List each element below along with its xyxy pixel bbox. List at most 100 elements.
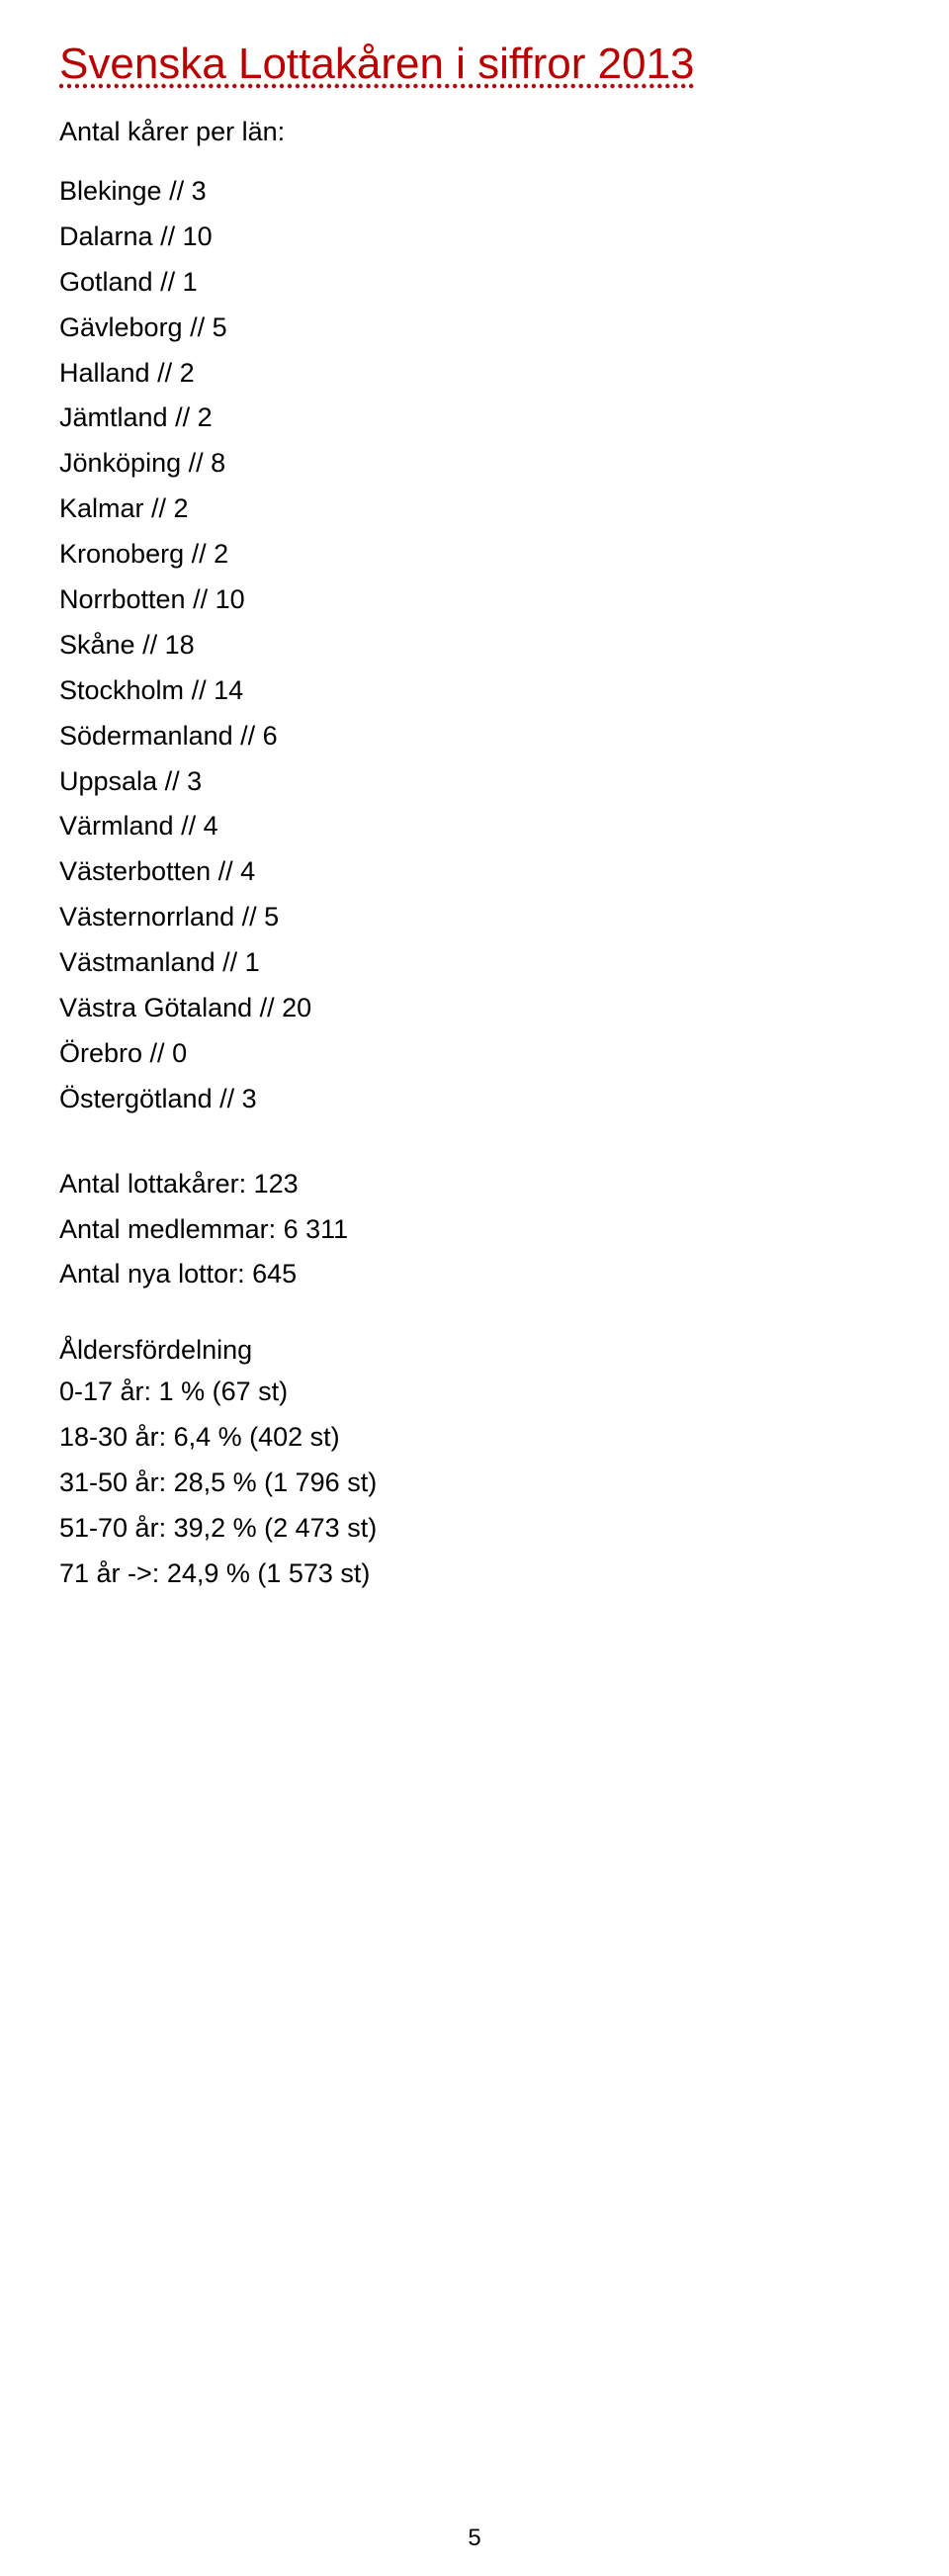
age-count: (2 473 st) (264, 1513, 377, 1543)
age-count: (67 st) (213, 1377, 289, 1406)
county-row: Kalmar // 2 (59, 487, 890, 532)
county-row: Norrbotten // 10 (59, 577, 890, 623)
county-count: 5 (213, 312, 227, 342)
county-row: Kronoberg // 2 (59, 532, 890, 577)
value: 6 311 (284, 1214, 349, 1244)
separator: // (153, 222, 183, 251)
age-count: (402 st) (249, 1422, 340, 1452)
county-count: 3 (192, 176, 207, 206)
age-percent: 1 % (159, 1377, 213, 1406)
totals-block: Antal lottakårer: 123 Antal medlemmar: 6… (59, 1162, 890, 1298)
county-row: Stockholm // 14 (59, 668, 890, 714)
county-row: Dalarna // 10 (59, 215, 890, 260)
county-name: Västra Götaland (59, 993, 252, 1022)
county-row: Jönköping // 8 (59, 441, 890, 487)
county-row: Blekinge // 3 (59, 169, 890, 215)
separator: // (168, 402, 198, 432)
county-count: 5 (264, 902, 279, 932)
separator: // (142, 1038, 172, 1068)
separator: // (184, 675, 214, 705)
county-count: 0 (172, 1038, 187, 1068)
county-count: 18 (165, 630, 195, 660)
county-name: Gävleborg (59, 312, 183, 342)
page-number: 5 (0, 2525, 949, 2552)
age-row: 0-17 år: 1 % (67 st) (59, 1370, 890, 1415)
county-row: Uppsala // 3 (59, 759, 890, 805)
age-label: 31-50 år: (59, 1467, 174, 1497)
county-row: Jämtland // 2 (59, 396, 890, 441)
county-count: 4 (240, 856, 255, 886)
county-row: Gotland // 1 (59, 260, 890, 306)
age-label: 0-17 år: (59, 1377, 159, 1406)
county-name: Kronoberg (59, 539, 184, 569)
county-name: Uppsala (59, 766, 157, 796)
county-name: Västmanland (59, 947, 216, 977)
page-title: Svenska Lottakåren i siffror 2013 (59, 40, 890, 89)
county-row: Västra Götaland // 20 (59, 986, 890, 1031)
county-row: Örebro // 0 (59, 1031, 890, 1077)
county-count: 1 (245, 947, 260, 977)
age-label: 71 år ->: (59, 1558, 167, 1588)
separator: // (213, 1084, 242, 1113)
county-count: 2 (180, 358, 195, 388)
label: Antal nya lottor: (59, 1259, 245, 1288)
county-row: Värmland // 4 (59, 804, 890, 849)
separator: // (153, 267, 183, 297)
separator: // (174, 811, 204, 841)
separator: // (216, 947, 245, 977)
age-list: 0-17 år: 1 % (67 st)18-30 år: 6,4 % (402… (59, 1370, 890, 1596)
age-percent: 28,5 % (174, 1467, 265, 1497)
county-name: Västerbotten (59, 856, 211, 886)
county-count: 4 (204, 811, 218, 841)
separator: // (234, 902, 264, 932)
county-name: Stockholm (59, 675, 184, 705)
age-count: (1 573 st) (257, 1558, 370, 1588)
county-count: 1 (183, 267, 198, 297)
county-count: 10 (183, 222, 213, 251)
age-row: 18-30 år: 6,4 % (402 st) (59, 1415, 890, 1461)
county-name: Gotland (59, 267, 153, 297)
county-row: Södermanland // 6 (59, 714, 890, 759)
county-count: 2 (198, 402, 213, 432)
age-label: 51-70 år: (59, 1513, 174, 1543)
county-count: 3 (242, 1084, 257, 1113)
county-row: Västmanland // 1 (59, 940, 890, 986)
age-row: 71 år ->: 24,9 % (1 573 st) (59, 1552, 890, 1597)
separator: // (211, 856, 240, 886)
county-name: Dalarna (59, 222, 153, 251)
county-row: Västerbotten // 4 (59, 849, 890, 895)
age-row: 51-70 år: 39,2 % (2 473 st) (59, 1506, 890, 1552)
county-row: Östergötland // 3 (59, 1077, 890, 1122)
county-count: 10 (216, 584, 245, 614)
county-name: Kalmar (59, 493, 144, 523)
total-medlemmar: Antal medlemmar: 6 311 (59, 1207, 890, 1253)
separator: // (183, 312, 213, 342)
separator: // (157, 766, 187, 796)
county-count: 3 (187, 766, 202, 796)
age-count: (1 796 st) (264, 1467, 377, 1497)
value: 645 (252, 1259, 297, 1288)
county-count: 6 (263, 721, 278, 751)
age-percent: 6,4 % (174, 1422, 250, 1452)
county-name: Västernorrland (59, 902, 234, 932)
county-count: 20 (282, 993, 311, 1022)
label: Antal medlemmar: (59, 1214, 276, 1244)
county-count: 2 (214, 539, 228, 569)
county-name: Östergötland (59, 1084, 213, 1113)
total-lottakarer: Antal lottakårer: 123 (59, 1162, 890, 1207)
age-heading: Åldersfördelning (59, 1335, 890, 1366)
county-count: 14 (214, 675, 243, 705)
separator: // (252, 993, 282, 1022)
county-name: Jönköping (59, 448, 181, 478)
total-nya-lottor: Antal nya lottor: 645 (59, 1252, 890, 1297)
age-percent: 24,9 % (167, 1558, 258, 1588)
separator: // (162, 176, 192, 206)
county-name: Örebro (59, 1038, 142, 1068)
county-name: Södermanland (59, 721, 233, 751)
label: Antal lottakårer: (59, 1169, 246, 1199)
county-name: Norrbotten (59, 584, 186, 614)
separator: // (144, 493, 174, 523)
separator: // (181, 448, 211, 478)
value: 123 (254, 1169, 299, 1199)
separator: // (135, 630, 165, 660)
